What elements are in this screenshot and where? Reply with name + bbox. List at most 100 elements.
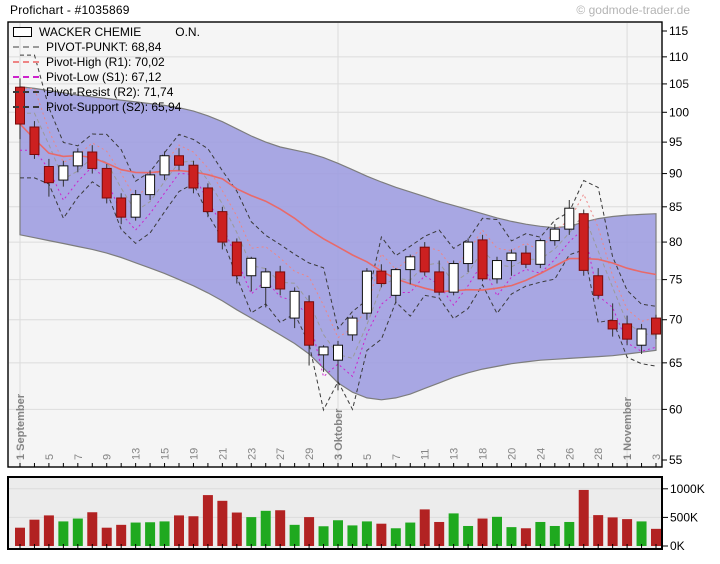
volume-bar: [202, 495, 213, 546]
candlestick: [361, 268, 372, 320]
volume-bar: [72, 518, 83, 546]
volume-bar: [289, 524, 300, 546]
volume-border: [7, 476, 663, 550]
volume-bar: [333, 520, 343, 546]
volume-bar: [116, 524, 127, 546]
candlestick: [289, 287, 300, 329]
y-axis-label: 70: [669, 313, 683, 327]
candlestick: [87, 145, 98, 174]
y-axis-label: 105: [669, 77, 689, 91]
candlestick: [174, 148, 184, 171]
volume-bar: [448, 513, 459, 546]
pivot-low-s1-line: [20, 149, 657, 378]
x-axis-label: 26: [564, 448, 576, 460]
candlestick: [376, 264, 387, 288]
y-axis-label: 55: [669, 453, 683, 467]
volume-bar: [361, 521, 372, 546]
candlestick: [622, 315, 633, 346]
x-axis-label: 5: [362, 454, 374, 460]
candlestick: [333, 340, 343, 391]
y-axis-label: 110: [669, 50, 688, 64]
volume-bar: [318, 526, 329, 546]
y-axis-label: 100: [669, 105, 689, 119]
volume-bar: [651, 528, 661, 546]
plot-border: [7, 21, 663, 468]
y-axis-label: 60: [669, 402, 683, 416]
volume-bar: [506, 527, 517, 546]
volume-bar: [174, 515, 184, 546]
volume-bar: [101, 527, 112, 546]
candlestick: [434, 260, 445, 296]
y-axis-label: 115: [669, 24, 688, 38]
volume-bar: [549, 525, 560, 546]
volume-bar: [29, 519, 40, 546]
x-axis-label: 13: [449, 448, 461, 460]
candlestick: [304, 295, 315, 366]
candlestick: [43, 158, 54, 197]
x-axis-label: 20: [506, 448, 518, 460]
volume-bar: [405, 522, 416, 546]
volume-bar: [636, 521, 647, 546]
volume-bar: [390, 528, 401, 546]
volume-bar: [304, 517, 315, 546]
candlestick: [260, 268, 271, 308]
y-axis-label: 65: [669, 356, 683, 370]
x-axis-label: 19: [188, 448, 200, 460]
candlestick: [448, 260, 459, 296]
volume-axis-label: 500K: [670, 510, 698, 524]
candlestick: [564, 200, 575, 235]
volume-bar: [159, 521, 170, 546]
candlestick: [202, 183, 213, 218]
x-axis-label: 3: [651, 454, 663, 460]
volume-bar: [347, 525, 358, 546]
candlestick: [145, 170, 156, 201]
candlestick: [246, 256, 257, 292]
x-axis-label: 3 Oktober: [333, 408, 345, 460]
x-axis-label: 29: [304, 448, 316, 460]
x-axis-label: 28: [593, 448, 605, 460]
candlestick: [506, 249, 517, 276]
candlestick: [492, 256, 502, 284]
volume-bar: [463, 525, 474, 546]
candlestick: [130, 189, 141, 221]
x-axis-label: 9: [102, 454, 114, 460]
candlestick: [535, 238, 546, 269]
pivot-resist-r2-line: [20, 54, 657, 330]
candlestick: [651, 314, 661, 340]
volume-bar: [593, 515, 604, 546]
candlestick: [159, 151, 170, 181]
volume-bar: [434, 521, 445, 546]
x-axis-label: 24: [535, 448, 547, 460]
volume-bar: [564, 521, 575, 546]
candlestick: [101, 163, 112, 204]
volume-bar: [58, 521, 69, 546]
copyright-label: © godmode-trader.de: [576, 3, 690, 17]
candlestick: [217, 206, 228, 250]
volume-bar: [188, 516, 199, 546]
candlestick: [520, 245, 531, 269]
candlestick: [318, 345, 329, 372]
candlestick: [116, 193, 127, 225]
volume-bar: [217, 500, 228, 546]
volume-bar: [275, 510, 286, 546]
x-axis-label: 1 September: [15, 393, 27, 460]
candlestick: [72, 148, 83, 173]
moving-average-line: [19, 123, 657, 293]
volume-bar: [535, 521, 546, 546]
volume-axis-label: 1000K: [670, 482, 705, 496]
y-axis-label: 80: [669, 235, 683, 249]
candlestick: [275, 265, 286, 296]
y-axis-label: 90: [669, 167, 683, 181]
y-axis-label: 75: [669, 273, 683, 287]
x-axis-label: 5: [44, 454, 56, 460]
y-axis-label: 95: [669, 135, 683, 149]
pivot-support-s2-line: [20, 177, 657, 412]
candlestick: [593, 268, 604, 300]
x-axis-label: 11: [420, 449, 432, 460]
title-bar: Profichart - #1035869 © godmode-trader.d…: [0, 0, 720, 20]
volume-bar: [87, 512, 98, 546]
volume-bar: [520, 528, 531, 546]
volume-bar: [376, 523, 387, 546]
volume-bar: [492, 516, 502, 546]
candlestick: [549, 224, 560, 246]
